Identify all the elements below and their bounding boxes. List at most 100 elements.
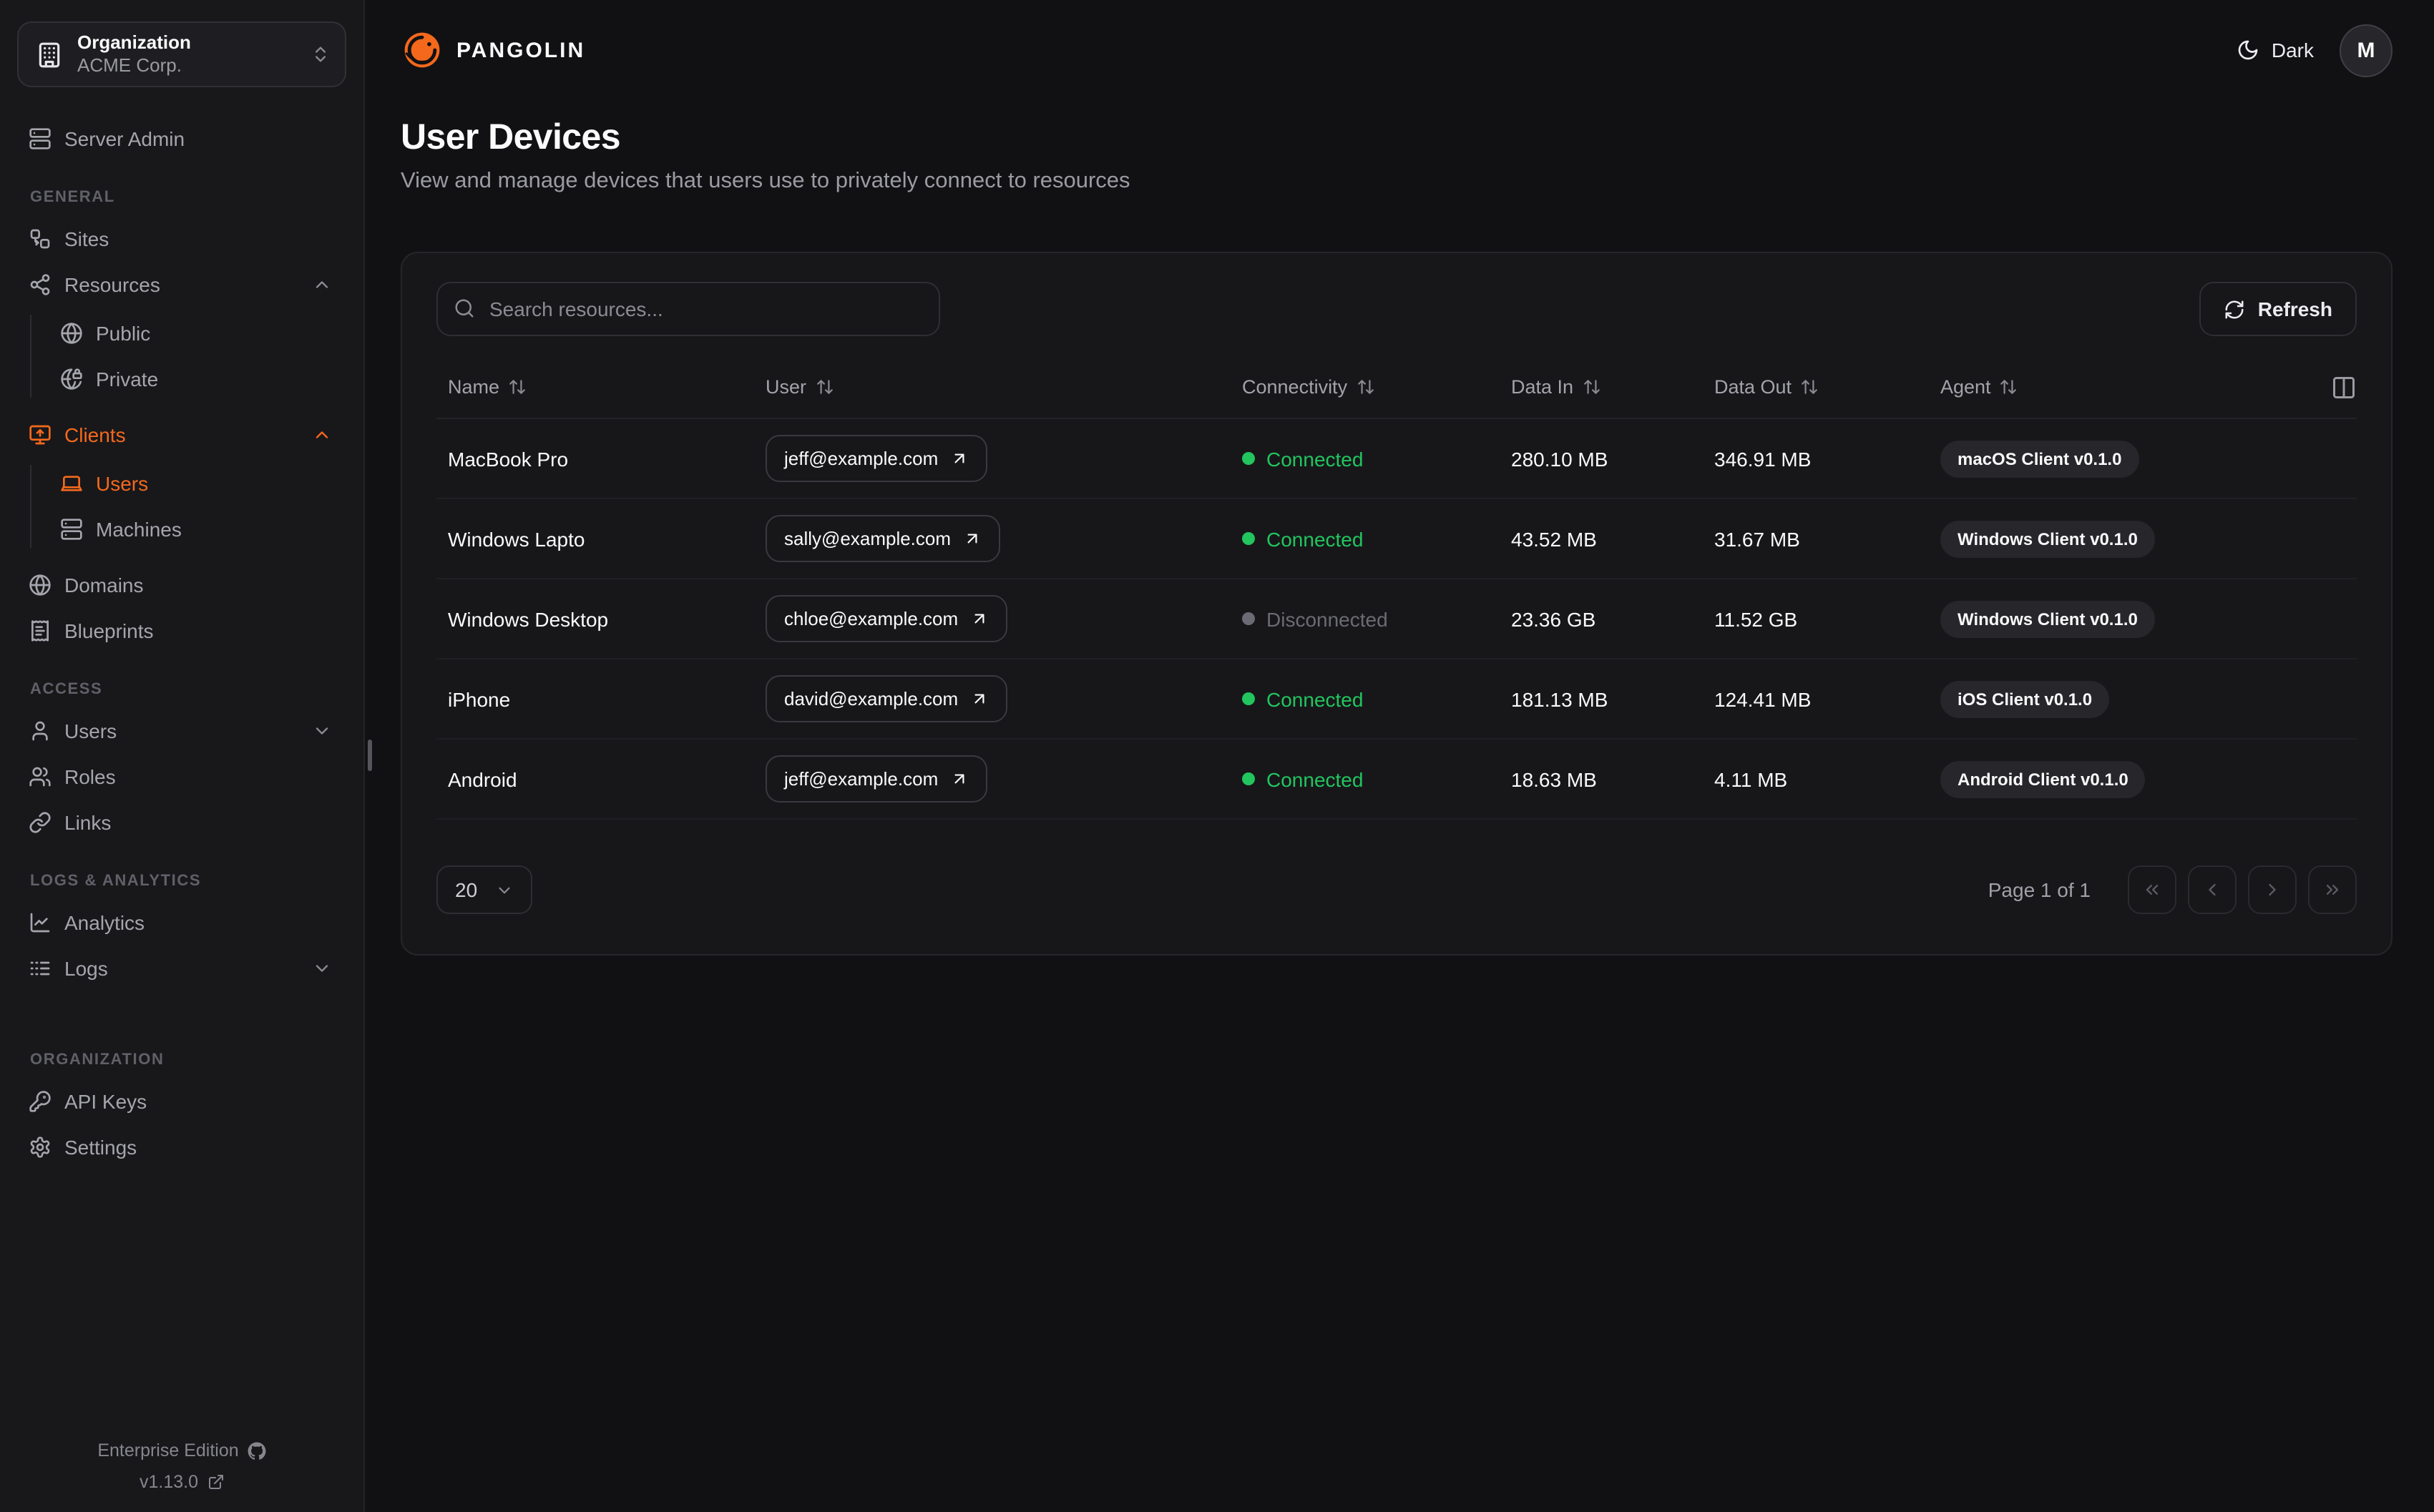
sidebar-item-blueprints[interactable]: Blueprints xyxy=(17,608,346,654)
globe-icon xyxy=(60,322,83,345)
theme-toggle[interactable]: Dark xyxy=(2237,39,2314,62)
user-cell: david@example.com xyxy=(766,675,1231,722)
chevrons-up-down-icon xyxy=(311,44,331,64)
sidebar-item-label: Sites xyxy=(64,227,109,250)
sidebar-item-public[interactable]: Public xyxy=(60,310,346,356)
column-header-connectivity[interactable]: Connectivity xyxy=(1231,376,1505,398)
last-page-button[interactable] xyxy=(2308,865,2357,914)
sidebar-item-links[interactable]: Links xyxy=(17,800,346,845)
sidebar-item-logs[interactable]: Logs xyxy=(17,946,346,991)
page-size-value: 20 xyxy=(455,878,478,901)
sidebar-item-analytics[interactable]: Analytics xyxy=(17,900,346,946)
building-icon xyxy=(36,41,63,68)
column-header-data-in[interactable]: Data In xyxy=(1505,376,1709,398)
page-subtitle: View and manage devices that users use t… xyxy=(401,169,1130,193)
arrow-up-right-icon xyxy=(969,609,988,628)
table-header: Name User Connectivity Data In Data Out xyxy=(436,356,2357,419)
prev-page-button[interactable] xyxy=(2188,865,2237,914)
sort-icon xyxy=(2000,378,2018,396)
columns-toggle-icon[interactable] xyxy=(2331,374,2357,400)
chevron-down-icon xyxy=(312,958,332,978)
section-label-organization: ORGANIZATION xyxy=(30,1051,165,1069)
topbar-right: Dark M xyxy=(2237,24,2393,77)
table-toolbar: Refresh xyxy=(436,282,2357,336)
moon-icon xyxy=(2237,39,2260,62)
edition-link[interactable]: Enterprise Edition xyxy=(17,1440,346,1461)
user-cell: jeff@example.com xyxy=(766,755,1231,802)
first-page-button[interactable] xyxy=(2128,865,2176,914)
column-header-user[interactable]: User xyxy=(766,376,1231,398)
user-link-button[interactable]: jeff@example.com xyxy=(766,755,987,802)
org-value: ACME Corp. xyxy=(77,54,182,76)
brand-name: PANGOLIN xyxy=(456,38,586,62)
sidebar-item-roles[interactable]: Roles xyxy=(17,754,346,800)
sidebar-item-machines[interactable]: Machines xyxy=(60,506,346,552)
chevron-down-icon xyxy=(494,880,513,899)
table-row: MacBook Pro jeff@example.com Connected 2… xyxy=(436,419,2357,499)
users-icon xyxy=(29,765,52,788)
github-icon xyxy=(248,1441,266,1460)
user-cell: chloe@example.com xyxy=(766,595,1231,642)
agent-badge: iOS Client v0.1.0 xyxy=(1940,680,2110,717)
search-icon xyxy=(454,298,475,319)
sidebar-item-clients[interactable]: Clients xyxy=(17,412,346,458)
column-header-name[interactable]: Name xyxy=(436,376,766,398)
logs-icon xyxy=(29,957,52,980)
chart-line-icon xyxy=(29,911,52,934)
search-input[interactable] xyxy=(436,282,940,336)
version-link[interactable]: v1.13.0 xyxy=(17,1472,346,1492)
sidebar-item-label: Machines xyxy=(96,518,182,541)
topbar: PANGOLIN Dark M xyxy=(401,0,2393,100)
user-link-button[interactable]: chloe@example.com xyxy=(766,595,1007,642)
status-dot xyxy=(1242,452,1255,465)
sort-icon xyxy=(815,378,834,396)
agent-cell: Windows Client v0.1.0 xyxy=(1935,520,2299,557)
chevron-up-icon xyxy=(312,425,332,445)
column-header-data-out[interactable]: Data Out xyxy=(1709,376,1935,398)
connectivity-status: Connected xyxy=(1231,687,1505,710)
brand[interactable]: PANGOLIN xyxy=(401,29,585,72)
sidebar: Organization ACME Corp. Server Admin GEN… xyxy=(0,0,365,1512)
monitor-up-icon xyxy=(29,423,52,446)
sidebar-item-settings[interactable]: Settings xyxy=(17,1124,346,1170)
agent-cell: Android Client v0.1.0 xyxy=(1935,760,2299,797)
column-header-agent[interactable]: Agent xyxy=(1935,376,2299,398)
sidebar-item-client-users[interactable]: Users xyxy=(60,461,346,506)
sidebar-resize-handle[interactable] xyxy=(368,740,372,771)
sidebar-item-label: Users xyxy=(96,472,149,495)
sidebar-item-api-keys[interactable]: API Keys xyxy=(17,1079,346,1124)
sidebar-item-resources[interactable]: Resources xyxy=(17,262,346,308)
table-row: Windows Lapto sally@example.com Connecte… xyxy=(436,499,2357,579)
avatar[interactable]: M xyxy=(2340,24,2393,77)
data-in: 18.63 MB xyxy=(1511,767,1597,790)
sidebar-item-label: Domains xyxy=(64,574,144,597)
external-link-icon xyxy=(207,1473,224,1491)
refresh-button[interactable]: Refresh xyxy=(2199,282,2357,336)
sites-icon xyxy=(29,227,52,250)
org-label: Organization xyxy=(77,31,191,53)
share-nodes-icon xyxy=(29,273,52,296)
next-page-button[interactable] xyxy=(2248,865,2297,914)
sidebar-item-label: Public xyxy=(96,322,151,345)
device-name: MacBook Pro xyxy=(448,447,569,470)
data-out: 346.91 MB xyxy=(1714,447,1812,470)
user-icon xyxy=(29,720,52,742)
page-size-select[interactable]: 20 xyxy=(436,865,532,914)
edition-label: Enterprise Edition xyxy=(97,1440,239,1461)
org-selector[interactable]: Organization ACME Corp. xyxy=(17,21,346,87)
user-link-button[interactable]: sally@example.com xyxy=(766,515,1000,562)
section-label-general: GENERAL xyxy=(30,189,115,206)
search-wrap xyxy=(436,282,940,336)
sidebar-item-users[interactable]: Users xyxy=(17,708,346,754)
sidebar-item-private[interactable]: Private xyxy=(60,356,346,402)
laptop-icon xyxy=(60,472,83,495)
page-title: User Devices xyxy=(401,117,621,157)
sidebar-item-sites[interactable]: Sites xyxy=(17,216,346,262)
user-link-button[interactable]: jeff@example.com xyxy=(766,435,987,482)
user-link-button[interactable]: david@example.com xyxy=(766,675,1007,722)
sidebar-item-domains[interactable]: Domains xyxy=(17,562,346,608)
sidebar-item-server-admin[interactable]: Server Admin xyxy=(17,116,346,162)
sort-icon xyxy=(1356,378,1374,396)
agent-badge: Windows Client v0.1.0 xyxy=(1940,520,2155,557)
